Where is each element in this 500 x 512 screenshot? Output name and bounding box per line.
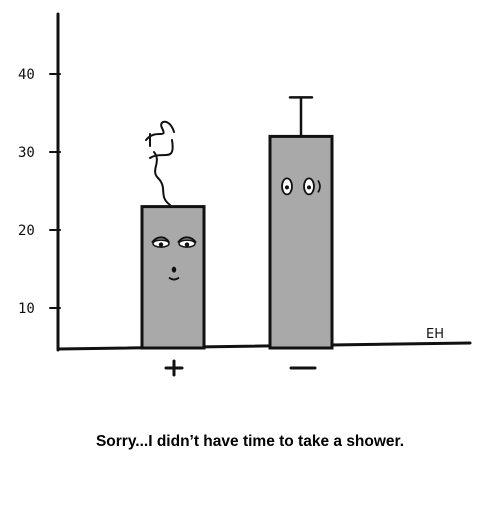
x-axis xyxy=(56,341,472,351)
pupil xyxy=(307,185,311,190)
bar xyxy=(140,205,206,350)
y-ticks: 40 30 20 10 xyxy=(18,67,61,317)
y-tick-label: 20 xyxy=(18,223,35,239)
bars xyxy=(140,96,334,350)
pupil xyxy=(285,185,289,190)
eyelid xyxy=(177,236,197,244)
sleepy-face-icon xyxy=(151,236,197,281)
mouth xyxy=(168,276,180,281)
category-labels: +− xyxy=(164,359,317,377)
y-tick-label: 30 xyxy=(18,145,35,161)
wide-eyed-face-icon xyxy=(281,177,321,196)
nose xyxy=(171,266,177,273)
pupil xyxy=(184,242,190,247)
bar xyxy=(268,134,334,350)
y-tick-label: 40 xyxy=(18,67,35,83)
stink-lines-icon xyxy=(145,120,175,206)
cartoon-caption: Sorry...I didn’t have time to take a sho… xyxy=(95,433,405,450)
category-label: + xyxy=(164,359,184,377)
pupil xyxy=(158,242,164,247)
artist-signature: EH xyxy=(426,327,444,342)
cheek xyxy=(317,179,321,193)
y-tick-label: 10 xyxy=(18,301,35,317)
